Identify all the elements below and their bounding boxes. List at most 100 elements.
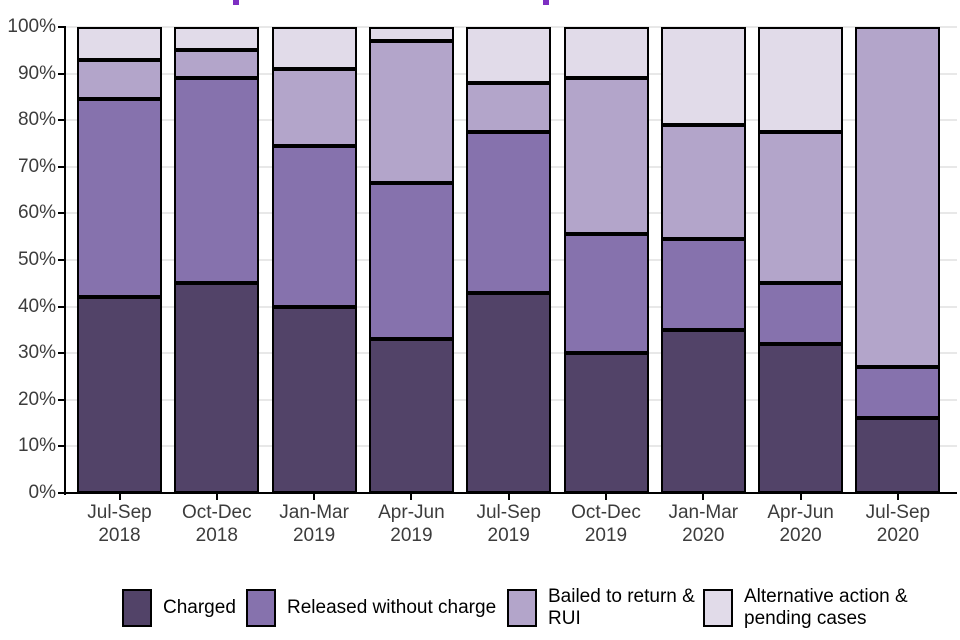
y-axis-tick [58, 259, 64, 261]
bar-segment [271, 306, 357, 493]
bar-segment [660, 329, 746, 493]
x-axis-tick-label: Jul-Sep 2018 [87, 502, 152, 546]
x-axis-tick [118, 494, 121, 500]
y-axis-tick [58, 26, 64, 28]
y-axis-tick [58, 492, 64, 494]
x-axis-line [64, 492, 957, 494]
x-axis-tick-label: Oct-Dec 2018 [181, 502, 252, 546]
stacked-bar-jul-sep-2019 [466, 27, 552, 493]
stacked-bar-jan-mar-2019 [271, 27, 357, 493]
y-axis-tick-label: 40% [17, 295, 56, 317]
y-axis-tick-label: 100% [7, 16, 56, 37]
y-axis-tick [58, 72, 64, 75]
x-axis-tick [410, 494, 413, 500]
y-axis-tick [58, 165, 64, 168]
y-axis-tick-label: 80% [17, 109, 56, 131]
bar-segment [758, 27, 844, 132]
y-axis-tick-label: 60% [17, 202, 56, 224]
bar-segment [77, 27, 162, 60]
y-axis-tick [58, 212, 64, 215]
legend-swatch-bailed-to-return-rui [507, 589, 537, 627]
legend-item-released-without-charge: Released without charge [246, 584, 496, 632]
y-axis-line [64, 26, 66, 495]
stacked-bar-jul-sep-2020 [855, 27, 941, 493]
bar-segment [77, 297, 162, 493]
x-axis-tick [896, 494, 899, 500]
y-axis-tick-label: 50% [17, 249, 56, 270]
bar-segment [77, 59, 162, 100]
legend-label: Alternative action & pending cases [744, 586, 908, 629]
bar-segment [368, 183, 454, 340]
cropped-title-fragment [543, 0, 549, 5]
y-axis-tick [58, 305, 64, 308]
bar-segment [174, 283, 260, 493]
y-axis-tick [58, 119, 64, 122]
bar-segment [758, 131, 844, 284]
x-axis-tick-label: Jan-Mar 2020 [668, 502, 739, 546]
legend-item-bailed-to-return-rui: Bailed to return & RUI [507, 584, 695, 632]
x-axis-tick [507, 494, 510, 500]
bar-segment [466, 82, 552, 132]
legend-swatch-charged [122, 589, 152, 627]
bar-segment [368, 27, 454, 41]
bar-segment [271, 68, 357, 146]
bar-segment [368, 339, 454, 493]
y-axis-tick [58, 445, 64, 448]
legend-label: Charged [163, 597, 236, 618]
y-axis-tick [58, 352, 64, 355]
bar-segment [563, 78, 649, 235]
bar-segment [466, 131, 552, 293]
x-axis-tick [799, 494, 802, 500]
x-axis-tick-label: Oct-Dec 2019 [571, 502, 641, 546]
bar-segment [174, 78, 260, 284]
stacked-bar-jul-sep-2018 [77, 27, 162, 493]
y-axis-tick-label: 20% [17, 388, 56, 410]
x-axis-tick [702, 494, 705, 500]
y-axis-tick-label: 0% [28, 482, 56, 503]
legend-label: Released without charge [287, 597, 497, 618]
x-axis-tick [313, 494, 316, 500]
x-axis-tick-label: Jul-Sep 2019 [476, 502, 541, 546]
legend-label: Bailed to return & RUI [548, 586, 695, 629]
x-axis-tick [215, 494, 218, 500]
legend-item-charged: Charged [122, 584, 236, 632]
y-axis-tick-label: 30% [17, 342, 56, 364]
bar-segment [758, 283, 844, 344]
x-axis-tick-label: Jul-Sep 2020 [865, 502, 931, 546]
y-axis-tick [58, 398, 64, 401]
bar-segment [563, 234, 649, 354]
y-axis-tick-label: 10% [17, 435, 56, 457]
legend-swatch-released-without-charge [246, 589, 276, 627]
legend-swatch-alternative-action-pending [703, 589, 733, 627]
y-axis-tick-label: 70% [17, 155, 56, 177]
y-axis-tick-label: 90% [17, 62, 56, 84]
bar-segment [563, 27, 649, 79]
bar-segment [77, 99, 162, 298]
bar-segment [563, 353, 649, 493]
bar-segment [271, 27, 357, 69]
x-axis-tick-label: Apr-Jun 2019 [378, 502, 445, 546]
bar-segment [271, 145, 357, 307]
bar-segment [660, 239, 746, 330]
bar-segment [174, 27, 260, 51]
bar-segment [466, 292, 552, 493]
stacked-bar-oct-dec-2018 [174, 27, 260, 493]
bar-segment [660, 124, 746, 240]
legend: Charged Released without charge Bailed t… [0, 584, 960, 640]
bar-segment [466, 27, 552, 83]
bar-segment [660, 27, 746, 125]
bar-segment [758, 343, 844, 493]
cropped-title-fragment [233, 0, 239, 5]
plot-area [66, 26, 957, 493]
bar-segment [368, 40, 454, 184]
bar-segment [855, 367, 941, 419]
stacked-bar-apr-jun-2019 [368, 27, 454, 493]
x-axis-tick-label: Jan-Mar 2019 [279, 502, 349, 546]
bar-segment [855, 27, 941, 368]
legend-item-alternative-action-pending: Alternative action & pending cases [703, 584, 908, 632]
bar-segment [174, 50, 260, 79]
stacked-bar-apr-jun-2020 [758, 27, 844, 493]
x-axis-tick [605, 494, 607, 500]
x-axis-tick-label: Apr-Jun 2020 [767, 502, 834, 546]
